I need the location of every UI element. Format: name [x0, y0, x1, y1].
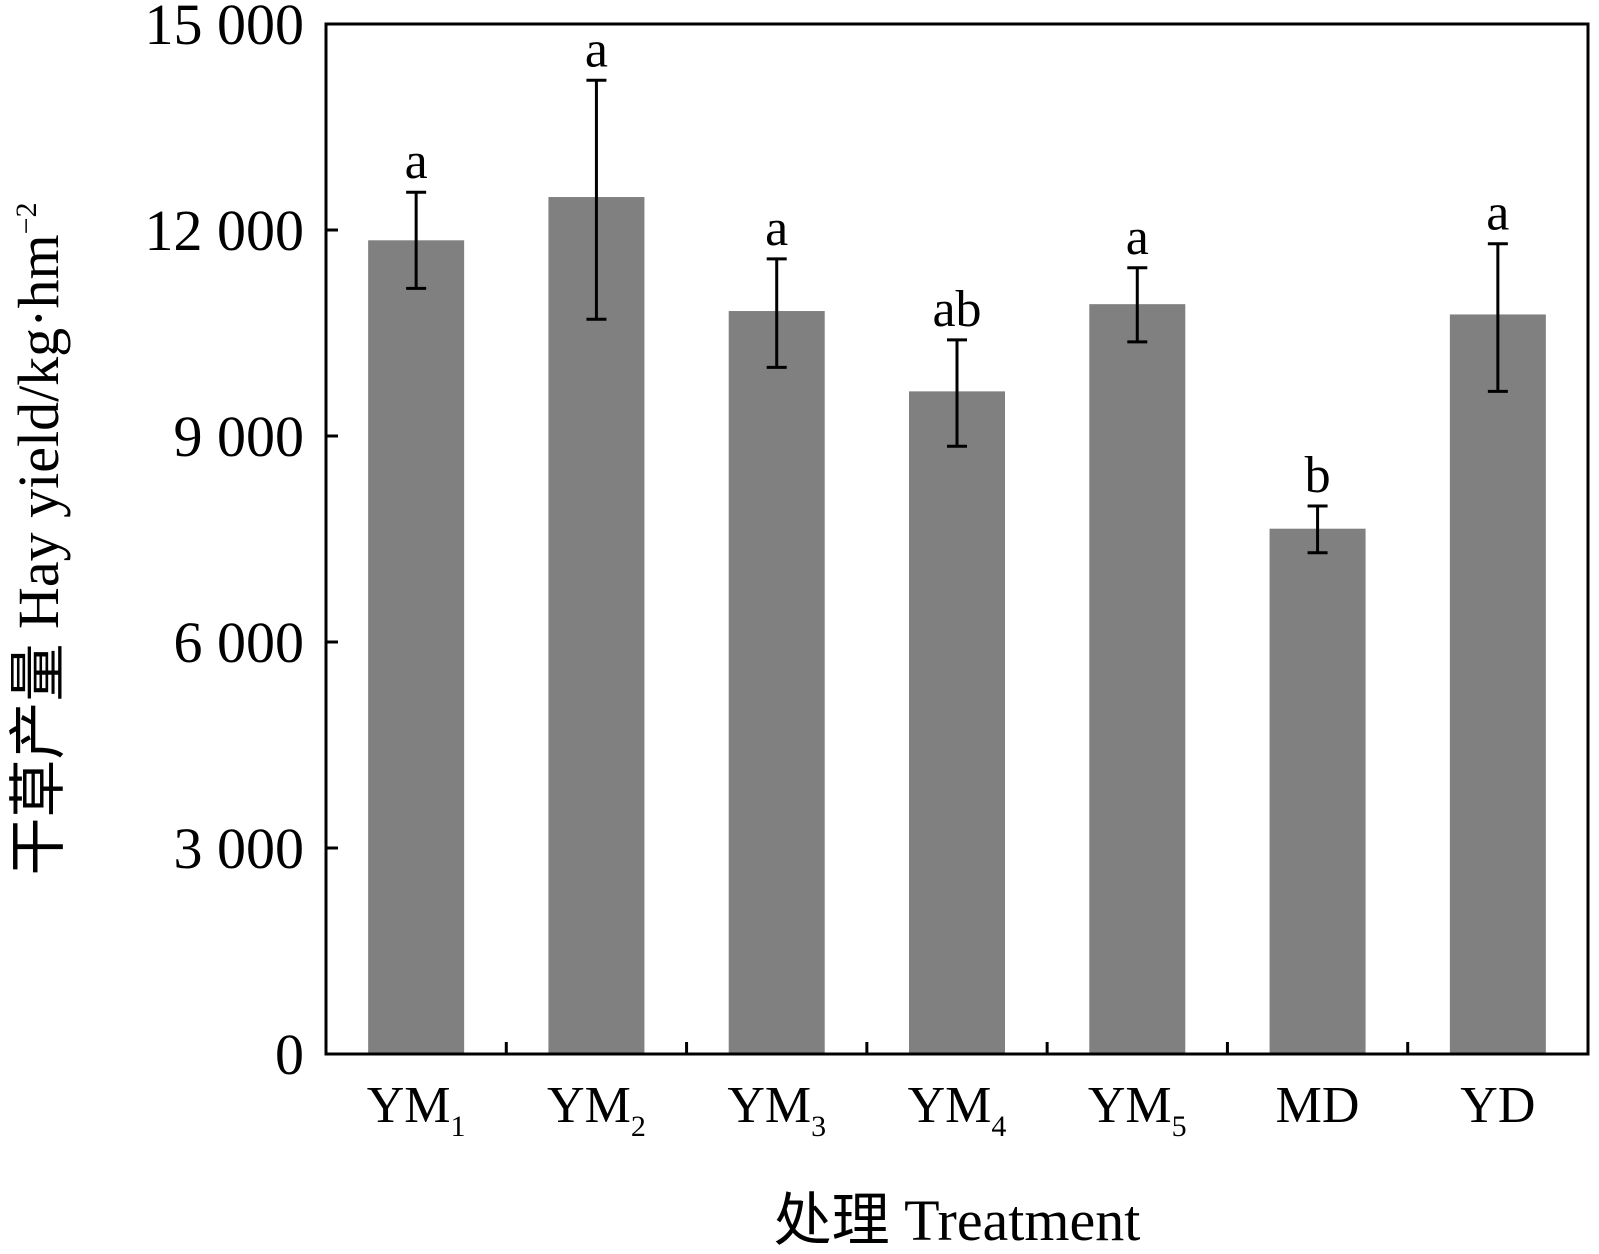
significance-label: a: [1126, 209, 1149, 266]
y-axis-title: 干草产量 Hay yield/kg·hm−2: [6, 202, 71, 875]
y-tick-label: 15 000: [145, 0, 305, 57]
bar: [368, 240, 465, 1055]
significance-label: a: [585, 21, 608, 78]
y-tick-label: 0: [275, 1022, 304, 1087]
plot-frame: [324, 22, 1590, 1056]
significance-label: a: [765, 200, 788, 257]
x-category-labels: YM1 YM2 YM3 YM4 YM5 MD YD: [367, 1077, 1536, 1143]
significance-label: b: [1305, 447, 1331, 504]
y-tick-label: 3 000: [174, 816, 305, 881]
y-tick-label: 6 000: [174, 610, 305, 675]
bar: [1449, 314, 1546, 1055]
y-tick-label: 12 000: [145, 198, 305, 263]
significance-label: a: [1486, 185, 1509, 242]
x-category-label: YM4: [908, 1077, 1007, 1143]
bar: [909, 391, 1005, 1054]
bar: [728, 311, 825, 1054]
y-axis-ticks: 0 3 000 6 000 9 000 12 000 15 000: [145, 0, 338, 1087]
x-axis-title: 处理 Treatment: [774, 1188, 1141, 1253]
x-category-label: YM2: [547, 1077, 646, 1143]
y-axis-title-superscript: −2: [10, 202, 43, 234]
y-axis-title-main: 干草产量 Hay yield/kg·hm: [6, 234, 71, 875]
x-axis-ticks: [504, 1042, 1410, 1054]
x-category-label: MD: [1276, 1077, 1360, 1134]
x-category-label: YD: [1460, 1077, 1535, 1134]
bar: [1089, 304, 1186, 1054]
y-tick-label: 9 000: [174, 404, 305, 469]
bar: [1269, 528, 1366, 1054]
x-category-label: YM1: [367, 1077, 466, 1143]
x-category-label: YM5: [1088, 1077, 1187, 1143]
significance-label: ab: [932, 281, 981, 338]
bars-layer: [368, 197, 1546, 1055]
significance-label: a: [405, 133, 428, 190]
bar: [548, 197, 645, 1055]
x-category-label: YM3: [727, 1077, 826, 1143]
error-bars-layer: [406, 78, 1508, 555]
